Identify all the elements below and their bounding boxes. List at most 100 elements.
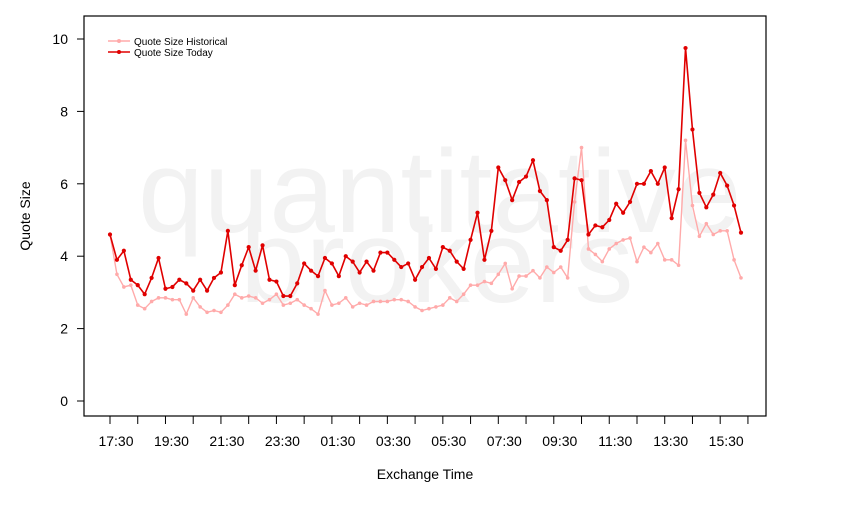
data-point: [170, 297, 175, 302]
data-point: [683, 45, 688, 51]
data-point: [641, 181, 647, 186]
data-point: [468, 283, 473, 287]
data-point: [725, 183, 730, 188]
data-point: [538, 276, 542, 280]
data-point: [537, 188, 543, 194]
x-tick-label: 09:30: [542, 433, 577, 449]
data-point: [718, 229, 722, 233]
data-point: [627, 199, 633, 204]
data-point: [406, 299, 410, 304]
y-tick-label: 8: [60, 103, 68, 119]
data-point: [711, 232, 716, 237]
data-point: [357, 270, 362, 275]
data-point: [170, 284, 175, 290]
x-tick-label: 03:30: [376, 433, 411, 449]
data-point: [198, 305, 202, 309]
data-point: [239, 296, 244, 300]
data-point: [454, 259, 459, 264]
y-tick-label: 6: [60, 176, 68, 192]
data-point: [392, 297, 397, 302]
data-point: [593, 252, 598, 257]
data-point: [371, 268, 376, 273]
legend-marker-historical: [117, 39, 121, 43]
data-point: [718, 170, 723, 176]
data-point: [246, 245, 251, 250]
data-point: [322, 255, 328, 261]
data-point: [683, 138, 688, 143]
data-point: [503, 261, 508, 266]
data-point: [378, 299, 383, 304]
data-point: [378, 250, 383, 255]
data-point: [121, 248, 126, 253]
data-point: [447, 296, 452, 300]
data-point: [461, 266, 466, 271]
y-tick-label: 0: [60, 393, 68, 409]
data-point: [309, 306, 313, 311]
data-point: [655, 241, 660, 246]
data-point: [233, 292, 237, 297]
data-point: [614, 201, 619, 206]
data-point: [156, 255, 161, 261]
x-tick-label: 13:30: [653, 433, 688, 449]
data-point: [288, 301, 293, 306]
data-point: [725, 229, 729, 233]
data-point: [676, 263, 681, 268]
data-point: [302, 261, 307, 266]
data-point: [371, 299, 376, 304]
data-point: [586, 247, 591, 251]
data-point: [607, 217, 612, 223]
data-point: [232, 283, 237, 288]
data-point: [163, 286, 168, 291]
data-point: [731, 203, 737, 208]
data-point: [579, 145, 584, 150]
x-tick-label: 21:30: [209, 433, 244, 449]
data-point: [343, 296, 348, 300]
data-point: [628, 236, 632, 240]
data-point: [274, 279, 279, 284]
data-point: [635, 259, 639, 264]
data-point: [634, 181, 640, 186]
data-point: [531, 268, 535, 273]
data-point: [517, 274, 521, 278]
data-point: [218, 270, 224, 275]
data-point: [129, 283, 133, 287]
data-point: [114, 257, 120, 262]
data-point: [662, 258, 667, 262]
data-point: [205, 310, 209, 315]
data-point: [434, 305, 438, 309]
data-point: [524, 274, 528, 278]
data-point: [489, 228, 494, 233]
data-point: [337, 301, 341, 306]
data-point: [399, 264, 404, 270]
data-point: [510, 286, 514, 291]
data-point: [489, 281, 494, 286]
x-tick-label: 11:30: [598, 433, 632, 449]
legend: Quote Size Historical Quote Size Today: [108, 37, 227, 59]
x-axis: 17:30 19:30 21:30 23:30 01:30 03:30 05:30 07:30…: [98, 416, 749, 449]
y-tick-label: 2: [60, 321, 68, 337]
data-point: [330, 303, 334, 307]
legend-label-today: Quote Size Today: [134, 48, 213, 59]
data-point: [253, 296, 258, 300]
data-point: [572, 200, 577, 204]
data-point: [392, 257, 397, 262]
data-point: [177, 277, 182, 282]
data-point: [662, 165, 667, 170]
data-point: [281, 293, 286, 299]
data-point: [204, 288, 210, 293]
y-tick-label: 4: [60, 248, 68, 264]
data-point: [385, 250, 390, 255]
data-point: [530, 158, 536, 163]
data-point: [177, 297, 182, 302]
data-point: [461, 292, 466, 297]
data-point: [184, 281, 189, 286]
data-point: [739, 276, 743, 280]
data-point: [426, 255, 432, 261]
data-point: [406, 261, 411, 266]
data-point: [579, 178, 584, 183]
data-point: [212, 308, 216, 313]
data-point: [336, 274, 341, 279]
data-point: [420, 308, 424, 313]
data-point: [281, 303, 286, 307]
data-point: [412, 277, 418, 282]
